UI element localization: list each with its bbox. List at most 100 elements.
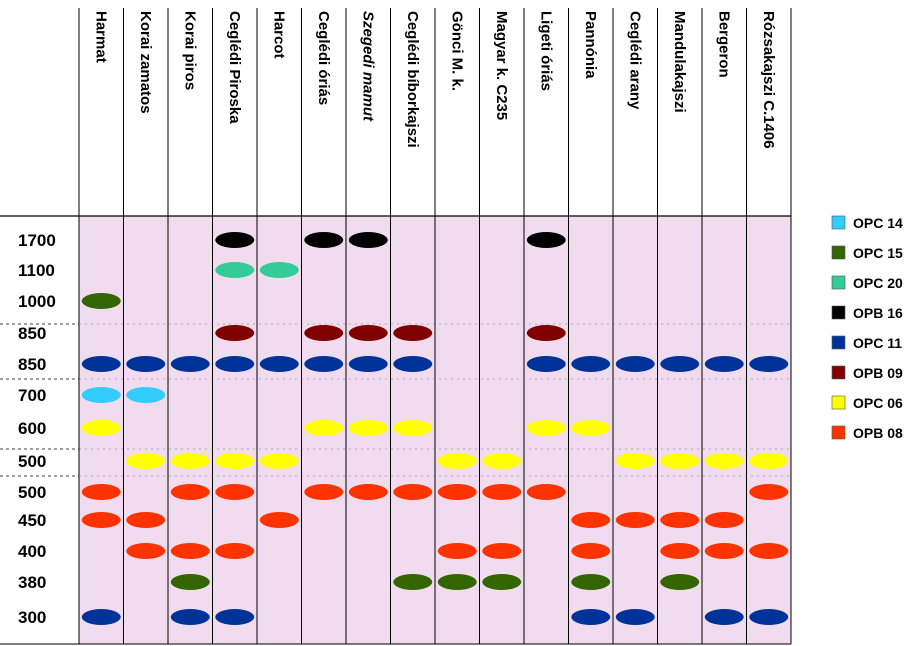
row-label: 1700: [18, 231, 56, 250]
column-label: Gönci M. k.: [448, 11, 465, 91]
band-mark: [215, 325, 255, 341]
band-mark: [215, 609, 255, 625]
band-mark: [749, 609, 789, 625]
legend-label: OPC 15: [853, 245, 903, 261]
row-label: 1000: [18, 292, 56, 311]
band-mark: [749, 453, 789, 469]
band-mark: [526, 232, 566, 248]
legend-swatch: [831, 245, 846, 260]
band-mark: [437, 453, 477, 469]
legend-swatch: [831, 335, 846, 350]
column-label: Bergeron: [715, 11, 732, 78]
column-label: Szegedi mamut: [359, 11, 376, 122]
band-mark: [393, 574, 433, 590]
column-label: Magyar k. C235: [493, 11, 510, 120]
band-mark: [81, 293, 121, 309]
band-mark: [348, 325, 388, 341]
column-label: Ceglédi bíborkajszi: [404, 11, 421, 148]
legend-swatch: [831, 395, 846, 410]
legend: OPC 14 OPC 15 OPC 20 OPB 16 OPC 11 OPB 09 OPC …: [831, 215, 903, 441]
row-labels: 1700 1100 1000 850 850 700 600 500 500 450 400 380 3…: [18, 231, 56, 627]
bands: [81, 232, 789, 625]
band-mark: [749, 356, 789, 372]
band-mark: [704, 453, 744, 469]
band-mark: [215, 543, 255, 559]
band-mark: [304, 232, 344, 248]
legend-swatch: [831, 425, 846, 440]
band-mark: [259, 512, 299, 528]
band-mark: [81, 420, 121, 436]
band-mark: [660, 574, 700, 590]
legend-label: OPC 14: [853, 215, 903, 231]
column-label: Harcot: [270, 11, 287, 59]
legend-label: OPC 20: [853, 275, 903, 291]
band-mark: [749, 543, 789, 559]
column-label: Korai piros: [181, 11, 198, 90]
column-labels: Harmat Korai zamatos Korai piros Ceglédi Pi…: [92, 11, 777, 149]
band-mark: [482, 484, 522, 500]
column-label: Ceglédi Piroska: [226, 11, 243, 124]
band-mark: [215, 262, 255, 278]
band-mark: [304, 356, 344, 372]
band-mark: [615, 356, 655, 372]
band-mark: [170, 356, 210, 372]
band-mark: [704, 543, 744, 559]
column-label: Ceglédi óriás: [315, 11, 332, 105]
legend-swatch: [831, 305, 846, 320]
band-mark: [437, 484, 477, 500]
band-mark: [170, 543, 210, 559]
row-label: 500: [18, 452, 46, 471]
legend-label: OPB 16: [853, 305, 903, 321]
band-mark: [81, 387, 121, 403]
band-mark: [393, 420, 433, 436]
band-mark: [170, 574, 210, 590]
band-mark: [304, 325, 344, 341]
column-label: Harmat: [92, 11, 109, 63]
band-mark: [615, 512, 655, 528]
band-mark: [348, 232, 388, 248]
band-mark: [304, 420, 344, 436]
legend-label: OPB 08: [853, 425, 903, 441]
row-label: 850: [18, 324, 46, 343]
band-mark: [526, 484, 566, 500]
grid-lines: [0, 8, 792, 645]
column-label: Ligeti óriás: [537, 11, 554, 91]
band-mark: [704, 512, 744, 528]
band-mark: [348, 356, 388, 372]
row-label: 400: [18, 542, 46, 561]
band-mark: [170, 609, 210, 625]
column-label: Rózsakajszi C.1406: [760, 11, 777, 149]
band-mark: [215, 484, 255, 500]
band-mark: [437, 574, 477, 590]
band-mark: [126, 512, 166, 528]
band-mark: [615, 453, 655, 469]
band-mark: [215, 453, 255, 469]
legend-label: OPC 11: [853, 335, 902, 351]
band-mark: [215, 356, 255, 372]
band-mark: [526, 356, 566, 372]
band-mark: [704, 609, 744, 625]
band-mark: [126, 356, 166, 372]
band-mark: [482, 453, 522, 469]
row-label: 1100: [18, 261, 55, 280]
band-mark: [259, 356, 299, 372]
band-mark: [704, 356, 744, 372]
band-mark: [660, 453, 700, 469]
band-mark: [348, 484, 388, 500]
band-mark: [571, 356, 611, 372]
band-mark: [259, 262, 299, 278]
row-label: 380: [18, 573, 46, 592]
band-mark: [170, 484, 210, 500]
band-mark: [393, 356, 433, 372]
band-mark: [571, 574, 611, 590]
band-mark: [749, 484, 789, 500]
band-mark: [526, 325, 566, 341]
band-mark: [482, 543, 522, 559]
band-mark: [348, 420, 388, 436]
legend-swatch: [831, 275, 846, 290]
band-mark: [259, 453, 299, 469]
legend-label: OPC 06: [853, 395, 903, 411]
legend-swatch: [831, 365, 846, 380]
band-mark: [126, 543, 166, 559]
